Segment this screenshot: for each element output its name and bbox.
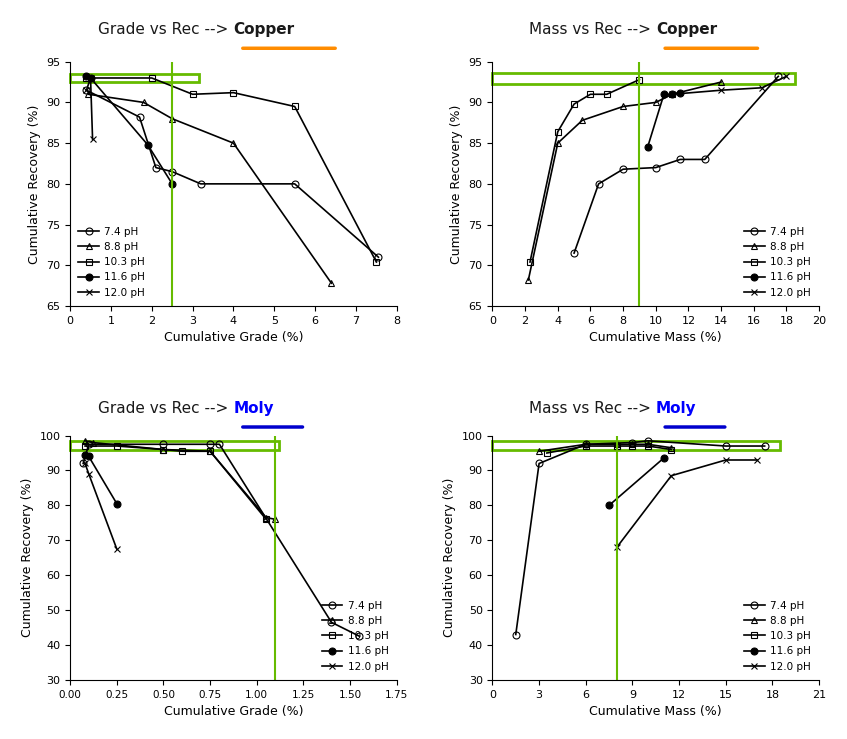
Text: Copper: Copper	[656, 22, 717, 37]
Legend: 7.4 pH, 8.8 pH, 10.3 pH, 11.6 pH, 12.0 pH: 7.4 pH, 8.8 pH, 10.3 pH, 11.6 pH, 12.0 p…	[318, 598, 391, 675]
X-axis label: Cumulative Grade (%): Cumulative Grade (%)	[163, 331, 303, 344]
Legend: 7.4 pH, 8.8 pH, 10.3 pH, 11.6 pH, 12.0 pH: 7.4 pH, 8.8 pH, 10.3 pH, 11.6 pH, 12.0 p…	[741, 598, 814, 675]
Text: Moly: Moly	[234, 401, 274, 416]
X-axis label: Cumulative Mass (%): Cumulative Mass (%)	[590, 705, 722, 718]
Legend: 7.4 pH, 8.8 pH, 10.3 pH, 11.6 pH, 12.0 pH: 7.4 pH, 8.8 pH, 10.3 pH, 11.6 pH, 12.0 p…	[741, 224, 814, 301]
Text: Mass vs Rec -->: Mass vs Rec -->	[529, 401, 656, 416]
Y-axis label: Cumulative Recovery (%): Cumulative Recovery (%)	[21, 478, 34, 638]
Text: Moly: Moly	[656, 401, 696, 416]
Text: Grade vs Rec -->: Grade vs Rec -->	[98, 22, 234, 37]
Text: Copper: Copper	[234, 22, 295, 37]
X-axis label: Cumulative Grade (%): Cumulative Grade (%)	[163, 705, 303, 718]
Text: Grade vs Rec -->: Grade vs Rec -->	[98, 401, 234, 416]
Legend: 7.4 pH, 8.8 pH, 10.3 pH, 11.6 pH, 12.0 pH: 7.4 pH, 8.8 pH, 10.3 pH, 11.6 pH, 12.0 p…	[75, 224, 148, 301]
Y-axis label: Cumulative Recovery (%): Cumulative Recovery (%)	[28, 104, 41, 264]
Text: Mass vs Rec -->: Mass vs Rec -->	[529, 22, 656, 37]
Y-axis label: Cumulative Recovery (%): Cumulative Recovery (%)	[450, 104, 463, 264]
X-axis label: Cumulative Mass (%): Cumulative Mass (%)	[590, 331, 722, 344]
Y-axis label: Cumulative Recovery (%): Cumulative Recovery (%)	[443, 478, 457, 638]
